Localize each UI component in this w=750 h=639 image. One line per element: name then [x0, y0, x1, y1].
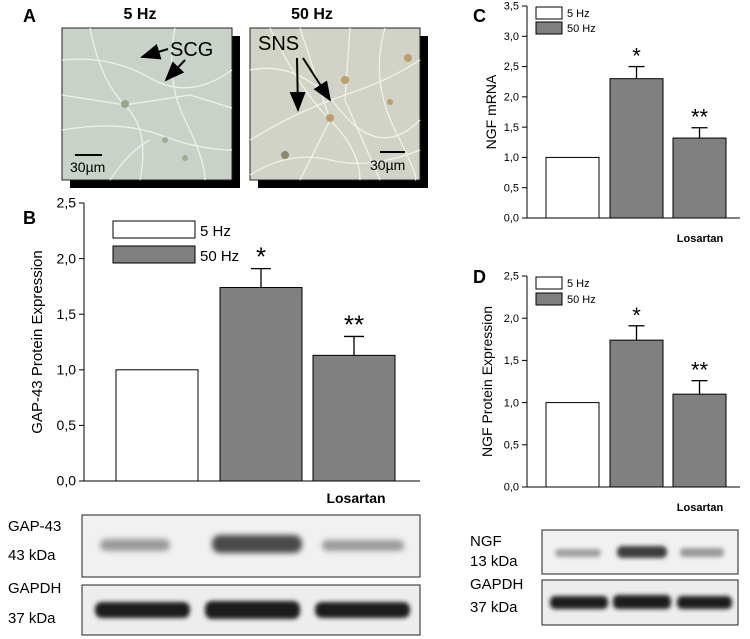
- cell-body: [387, 99, 393, 105]
- y-tick-label: 0,5: [504, 439, 519, 451]
- y-tick-label: 3,0: [504, 31, 519, 43]
- y-axis-label: NGF Protein Expression: [479, 306, 495, 457]
- legend-swatch: [535, 276, 563, 290]
- blot-bands: [555, 546, 724, 558]
- x-axis-label: Losartan: [677, 233, 724, 245]
- bar: [609, 78, 664, 219]
- y-axis-label: GAP-43 Protein Expression: [29, 250, 46, 433]
- sns-label: SNS: [258, 33, 299, 55]
- y-tick-label: 1,5: [504, 355, 519, 367]
- arrow: [140, 44, 169, 60]
- y-tick-label: 1,5: [504, 122, 519, 134]
- scg-label: SCG: [170, 39, 213, 61]
- panel-d-letter: D: [473, 267, 486, 287]
- micrograph-50hz: SNS 30µm: [249, 27, 428, 188]
- legend-label: 5 Hz: [567, 8, 590, 20]
- blot-section-d: NGF 13 kDa GAPDH 37 kDa: [470, 529, 739, 626]
- bar: [672, 137, 727, 219]
- significance-marker: **: [691, 358, 709, 383]
- significance-marker: *: [256, 242, 266, 272]
- y-tick-label: 1,0: [504, 152, 519, 164]
- cell-body: [281, 151, 289, 159]
- legend-swatch: [535, 21, 563, 35]
- y-tick-label: 0,0: [504, 482, 519, 494]
- blot-size-label: 13 kDa: [470, 553, 518, 570]
- cell-body: [162, 137, 168, 143]
- panel-a-letter: A: [23, 6, 36, 26]
- arrow: [164, 59, 186, 82]
- legend-label: 5 Hz: [200, 223, 231, 240]
- blot-bands: [95, 601, 410, 619]
- legend-label: 50 Hz: [567, 294, 596, 306]
- y-tick-label: 2,0: [57, 250, 77, 266]
- micrograph-5hz-title: 5 Hz: [124, 6, 157, 23]
- x-axis-label: Losartan: [326, 490, 385, 506]
- arrow: [289, 57, 306, 112]
- significance-marker: **: [344, 309, 364, 339]
- scale-bar-label: 30µm: [370, 157, 405, 173]
- bar: [115, 369, 199, 482]
- blot-bands: [550, 595, 732, 609]
- bar: [219, 287, 303, 482]
- legend-swatch: [112, 245, 196, 264]
- legend-label: 50 Hz: [567, 23, 596, 35]
- y-tick-label: 0,0: [57, 473, 77, 489]
- legend-swatch: [535, 292, 563, 306]
- bar: [545, 156, 600, 219]
- significance-marker: *: [632, 303, 641, 328]
- y-axis-label: NGF mRNA: [483, 74, 499, 149]
- y-tick-label: 2,0: [504, 313, 519, 325]
- bar: [609, 339, 664, 488]
- y-tick-label: 1,0: [504, 397, 519, 409]
- panel-b-letter: B: [23, 208, 36, 228]
- blot-protein-label: GAP-43: [8, 518, 61, 535]
- cell-body: [182, 155, 188, 161]
- legend-label: 50 Hz: [200, 248, 239, 265]
- blot-section-b: GAP-43 43 kDa GAPDH 37 kDa: [8, 514, 421, 636]
- y-tick-label: 1,0: [57, 361, 77, 377]
- cell-body: [326, 114, 334, 122]
- significance-marker: **: [691, 105, 709, 130]
- bar: [312, 354, 396, 482]
- blot-size-label: 37 kDa: [8, 610, 56, 627]
- legend-swatch: [535, 6, 563, 20]
- blot-protein-label: GAPDH: [8, 580, 61, 597]
- neurite-lines: [249, 27, 421, 181]
- micrograph-50hz-title: 50 Hz: [291, 6, 333, 23]
- x-axis-label: Losartan: [677, 502, 724, 514]
- blot-size-label: 37 kDa: [470, 599, 518, 616]
- micrograph-5hz: SCG 30µm: [61, 27, 240, 188]
- blot-size-label: 43 kDa: [8, 547, 56, 564]
- y-tick-label: 3,5: [504, 1, 519, 13]
- legend-label: 5 Hz: [567, 278, 590, 290]
- y-tick-label: 0,0: [504, 213, 519, 225]
- cell-body: [404, 54, 412, 62]
- arrow: [302, 57, 332, 102]
- chart-b: 0,0 0,5 1,0 1,5 2,0 2,5 GAP-43 Protein Express…: [29, 195, 420, 506]
- bar: [545, 402, 600, 488]
- significance-marker: *: [632, 44, 641, 69]
- y-tick-label: 0,5: [57, 417, 77, 433]
- cell-body: [341, 76, 349, 84]
- cell-body: [121, 100, 129, 108]
- panel-c-letter: C: [473, 6, 486, 26]
- blot-bands: [100, 535, 404, 553]
- y-tick-label: 2,5: [504, 271, 519, 283]
- y-tick-label: 2,0: [504, 92, 519, 104]
- chart-d: 0,0 0,5 1,0 1,5 2,0 2,5 NGF Protein Expression…: [479, 271, 740, 514]
- bar: [672, 393, 727, 488]
- blot-protein-label: NGF: [470, 533, 502, 550]
- y-tick-label: 1,5: [57, 306, 77, 322]
- y-tick-label: 2,5: [57, 195, 77, 211]
- legend-swatch: [112, 220, 196, 239]
- blot-protein-label: GAPDH: [470, 576, 523, 593]
- panel-a: A 5 Hz 50 Hz SCG 30µm: [23, 6, 428, 188]
- scale-bar-label: 30µm: [70, 159, 105, 175]
- y-tick-label: 0,5: [504, 182, 519, 194]
- y-tick-label: 2,5: [504, 61, 519, 73]
